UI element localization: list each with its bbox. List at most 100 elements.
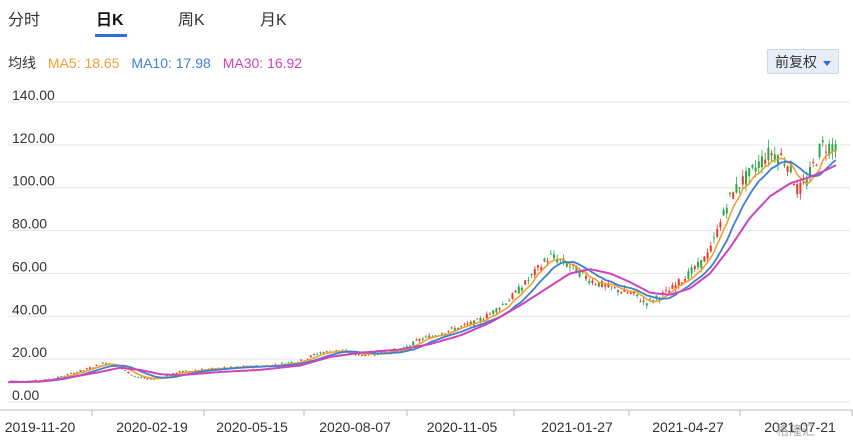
- candle-body: [597, 282, 600, 287]
- x-tick-label: 2020-08-07: [319, 419, 391, 435]
- candle-body: [805, 179, 808, 186]
- tab-intraday[interactable]: 分时: [8, 12, 41, 29]
- candle-body: [463, 323, 466, 325]
- candle-body: [636, 294, 639, 297]
- candle-body: [825, 151, 827, 153]
- candle-body: [588, 281, 591, 284]
- ma5-legend: MA5: 18.65: [47, 55, 120, 71]
- candle-body: [476, 318, 479, 320]
- candle-body: [124, 370, 127, 372]
- candle-body: [745, 171, 747, 185]
- candle-body: [466, 323, 469, 325]
- candlestick-chart: 0.00 20.00 40.00 60.00 80.00 100.00 120.00 140.…: [0, 87, 853, 435]
- candle-body: [89, 367, 91, 369]
- candle-body: [322, 352, 325, 354]
- candle-body: [79, 370, 82, 372]
- candle-body: [73, 372, 75, 374]
- candle-body: [421, 338, 424, 340]
- candle-body: [789, 161, 792, 173]
- x-tick-label: 2021-04-27: [652, 419, 724, 435]
- candle-body: [453, 327, 456, 331]
- candle-body: [556, 258, 559, 263]
- candle-body: [617, 289, 619, 293]
- candle-body: [60, 376, 63, 377]
- candle-body: [133, 376, 136, 378]
- candle-body: [428, 335, 431, 339]
- y-tick-label: 120.00: [12, 130, 55, 146]
- candle-body: [674, 285, 677, 290]
- candle-body: [729, 192, 731, 195]
- x-tick-label: 2020-05-15: [216, 419, 288, 435]
- candle-body: [418, 339, 421, 341]
- caret-down-icon: [823, 60, 831, 66]
- candle-body: [543, 258, 546, 262]
- candle-body: [412, 341, 415, 346]
- candle-body: [639, 301, 642, 303]
- candle-body: [319, 352, 322, 354]
- tab-monthly-k[interactable]: 月K: [260, 12, 287, 29]
- candle-body: [505, 303, 507, 305]
- candle-body: [444, 333, 447, 335]
- candle-body: [604, 284, 607, 287]
- x-tick-label: 2021-07-21: [764, 419, 836, 435]
- candle-body: [748, 167, 751, 177]
- candle-body: [95, 364, 98, 366]
- candle-body: [450, 327, 453, 329]
- ma5-line: [9, 149, 836, 383]
- watermark-logo: 格隆汇: [776, 420, 815, 439]
- candle-body: [773, 154, 776, 161]
- period-tabs: 分时 日K 周K 月K: [0, 0, 853, 40]
- candle-body: [415, 339, 418, 341]
- candle-body: [361, 355, 363, 357]
- candle-body: [613, 287, 616, 289]
- candle-body: [732, 192, 735, 199]
- candle-body: [431, 336, 434, 337]
- adjust-mode-dropdown[interactable]: 前复权: [767, 49, 839, 74]
- candle-body: [313, 354, 315, 355]
- candle-body: [501, 304, 504, 305]
- ma30-line: [7, 164, 837, 384]
- grid-lines: [8, 101, 850, 403]
- y-tick-label: 20.00: [12, 344, 47, 360]
- candle-body: [802, 181, 805, 183]
- candle-body: [569, 266, 571, 268]
- candle-body: [57, 376, 59, 378]
- candle-body: [681, 282, 683, 284]
- y-tick-label: 140.00: [12, 87, 55, 103]
- candle-body: [479, 317, 482, 321]
- candle-body: [508, 300, 511, 302]
- tab-weekly-k[interactable]: 周K: [178, 12, 205, 29]
- candle-body: [425, 336, 427, 338]
- candle-body: [530, 274, 533, 275]
- candle-body: [671, 285, 674, 289]
- candle-body: [460, 325, 463, 327]
- candle-body: [725, 207, 728, 214]
- candle-body: [585, 275, 587, 279]
- candle-body: [137, 376, 139, 378]
- candle-body: [521, 287, 523, 291]
- candle-body: [751, 165, 754, 168]
- candle-body: [153, 378, 155, 380]
- candle-body: [290, 362, 293, 364]
- candle-body: [447, 330, 450, 332]
- candle-body: [434, 335, 437, 337]
- candle-body: [165, 375, 168, 377]
- candle-body: [482, 319, 485, 321]
- candle-body: [575, 265, 578, 274]
- candle-body: [553, 254, 555, 258]
- candle-body: [527, 280, 530, 281]
- candle-body: [610, 286, 613, 288]
- tab-daily-k[interactable]: 日K: [96, 12, 124, 29]
- x-tick-label: 2021-01-27: [541, 419, 613, 435]
- candle-body: [105, 362, 107, 365]
- candle-body: [626, 292, 629, 294]
- candle-body: [524, 280, 527, 285]
- candle-body: [514, 290, 517, 293]
- candle-body: [127, 371, 130, 374]
- candle-body: [229, 366, 232, 368]
- candle-body: [770, 153, 773, 156]
- candle-body: [716, 229, 719, 237]
- ma10-legend: MA10: 17.98: [131, 55, 211, 71]
- y-tick-label: 80.00: [12, 216, 47, 232]
- candle-body: [665, 289, 667, 291]
